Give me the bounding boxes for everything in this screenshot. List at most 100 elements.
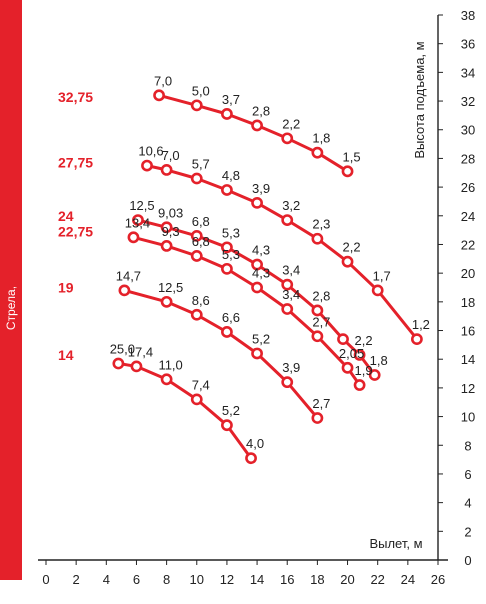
series-line [136, 218, 377, 377]
point-label: 8,6 [192, 293, 210, 308]
data-point [130, 360, 143, 373]
y-tick-label: 28 [461, 151, 475, 166]
y-tick-label: 20 [461, 266, 475, 281]
data-point [221, 419, 233, 432]
point-label: 3,9 [252, 181, 270, 196]
point-label: 12,5 [158, 280, 183, 295]
data-point [190, 172, 203, 185]
point-label: 3,2 [282, 198, 300, 213]
data-point [337, 333, 349, 346]
data-point [221, 241, 233, 254]
point-label: 3,4 [282, 263, 300, 278]
point-label: 9,03 [158, 205, 183, 220]
data-point [341, 361, 354, 374]
y-tick-label: 18 [461, 295, 475, 310]
boom-length-label: 22,75 [58, 224, 93, 240]
point-label: 5,7 [192, 157, 210, 172]
data-point [251, 281, 263, 294]
y-tick-label: 32 [461, 94, 475, 109]
point-label: 1,5 [342, 149, 360, 164]
series-0: 7,0 5,0 3,7 2,8 2,2 1,8 1,5 32,75 [58, 73, 361, 178]
data-point [281, 132, 294, 145]
boom-axis-bar: Стрела, м [0, 0, 34, 580]
data-point [141, 159, 153, 172]
series-3: 13,4 9,3 6,8 5,3 4,3 3,4 2,7 2,05 1,9 22,75 [58, 215, 373, 391]
y-tick-label: 2 [464, 524, 471, 539]
data-point [190, 393, 203, 406]
data-point [251, 196, 263, 209]
point-label: 2,7 [312, 314, 330, 329]
point-label: 2,05 [339, 346, 364, 361]
data-point [311, 304, 324, 317]
x-axis-ticks: 0 2 4 6 8 10 12 14 16 18 20 22 24 26 [42, 560, 445, 587]
x-tick-label: 20 [340, 572, 354, 587]
data-point [118, 284, 131, 297]
data-point [341, 255, 354, 268]
y-tick-label: 4 [464, 496, 471, 511]
series-5: 25,017,4 11,0 7,4 5,2 4,0 14 [58, 342, 264, 465]
x-tick-label: 14 [250, 572, 264, 587]
data-point [221, 108, 233, 120]
data-point [160, 221, 173, 234]
series-layer: 7,05,03,72,82,21,81,532,7510,67,05,74,83… [58, 73, 430, 465]
point-label: 25,0 [110, 342, 135, 357]
data-point [190, 99, 203, 112]
data-point [190, 229, 203, 242]
point-label: 3,7 [222, 92, 240, 107]
data-point [353, 379, 366, 391]
point-label: 4,0 [246, 436, 264, 451]
x-tick-label: 6 [133, 572, 140, 587]
point-label: 1,7 [373, 268, 391, 283]
data-point [245, 452, 257, 465]
data-point [160, 240, 173, 252]
point-label: 2,2 [355, 333, 373, 348]
data-point [311, 412, 324, 424]
point-label: 11,0 [158, 357, 182, 372]
x-tick-label: 18 [310, 572, 324, 587]
point-label: 2,2 [282, 116, 300, 131]
x-tick-label: 2 [73, 572, 80, 587]
series-line [145, 164, 419, 341]
boom-length-label: 14 [58, 347, 74, 363]
point-label: 2,8 [252, 103, 270, 118]
point-label: 5,2 [252, 331, 270, 346]
data-point [221, 326, 233, 338]
data-point [190, 308, 203, 321]
point-label: 4,3 [252, 243, 270, 258]
data-point [281, 214, 294, 226]
data-point [251, 119, 263, 132]
point-label: 9,3 [162, 224, 180, 239]
x-tick-label: 24 [401, 572, 415, 587]
data-point [281, 303, 294, 315]
point-label: 4,8 [222, 168, 240, 183]
data-point [160, 163, 173, 176]
y-tick-label: 12 [461, 381, 475, 396]
point-label: 5,3 [222, 247, 240, 262]
y-tick-label: 10 [461, 410, 475, 425]
series-1: 10,67,0 5,7 4,8 3,9 3,2 2,3 2,2 1,7 1,2 27,75 [58, 144, 430, 346]
point-label: 2,3 [312, 217, 330, 232]
point-label: 1,8 [370, 353, 388, 368]
boom-length-label: 32,75 [58, 89, 93, 105]
data-point [221, 184, 233, 196]
point-label: 13,4 [125, 215, 150, 230]
y-tick-label: 24 [461, 209, 475, 224]
point-label: 6,8 [192, 214, 210, 229]
point-label: 5,3 [222, 225, 240, 240]
y-tick-label: 8 [464, 438, 471, 453]
x-tick-label: 26 [431, 572, 445, 587]
y-tick-label: 16 [461, 324, 475, 339]
y-tick-label: 14 [461, 352, 475, 367]
data-point [251, 347, 263, 360]
boom-length-label: 19 [58, 280, 74, 296]
data-point [311, 330, 324, 343]
y-tick-label: 26 [461, 180, 475, 195]
data-point [410, 333, 423, 346]
series-2: 12,5 9,03 6,8 5,3 4,3 3,4 2,8 2,2 1,8 24 [58, 198, 388, 381]
point-label: 14,7 [116, 268, 141, 283]
y-tick-label: 38 [461, 8, 475, 23]
data-point [153, 89, 165, 102]
